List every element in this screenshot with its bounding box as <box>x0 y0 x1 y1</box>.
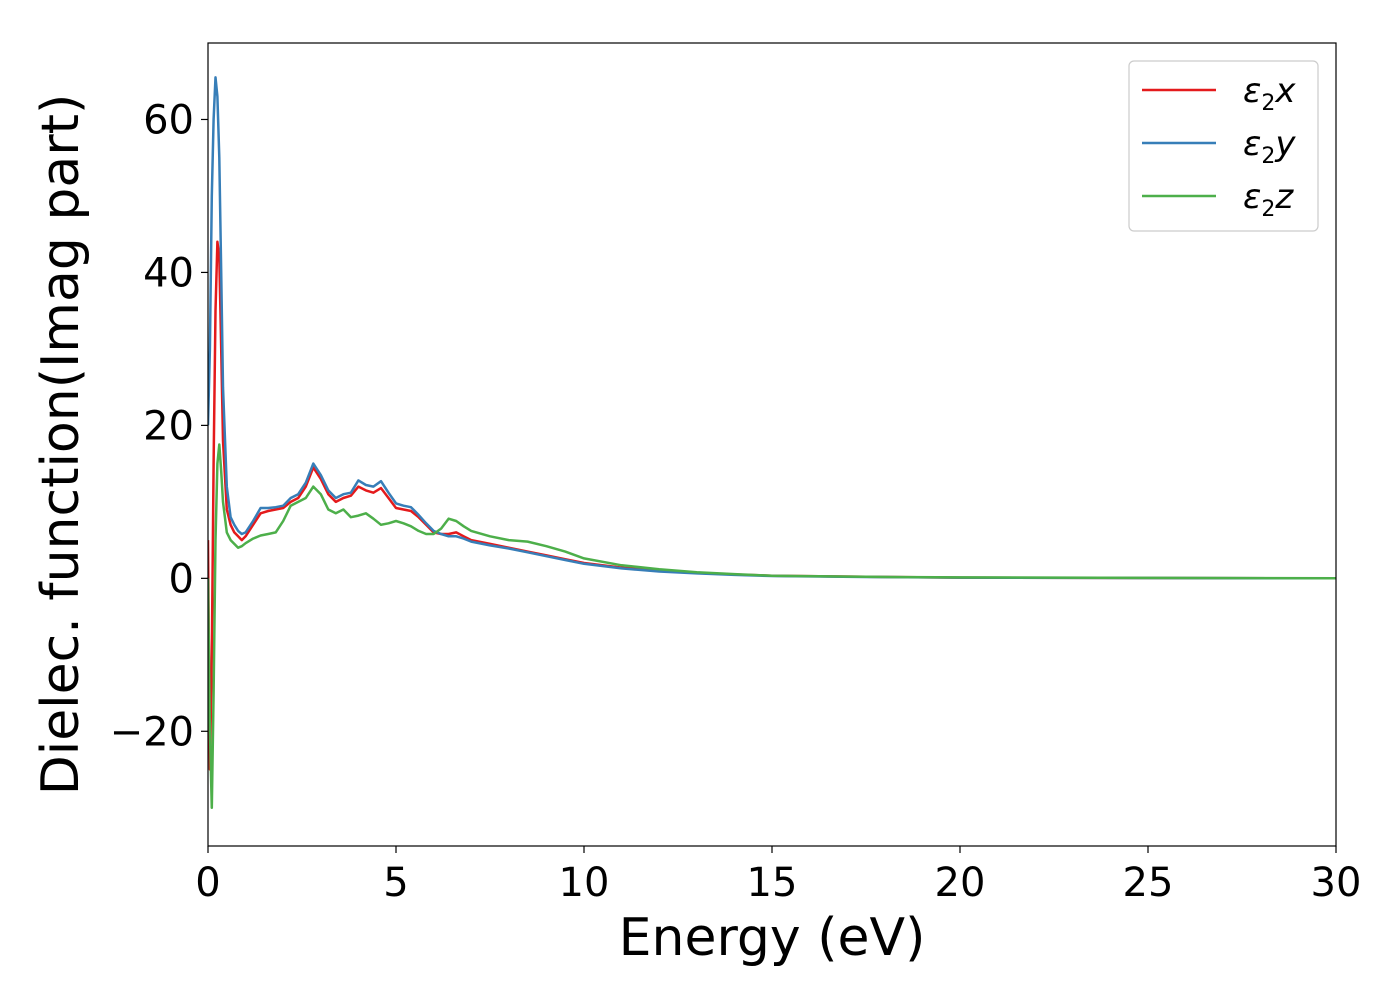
legend-label-y: ε2y <box>1243 124 1296 169</box>
y-tick-label: 40 <box>143 250 194 296</box>
y-axis: −20 0 20 40 60 <box>110 97 208 755</box>
y-tick-label: 60 <box>143 97 194 143</box>
series-line-y <box>208 76 1336 580</box>
legend-box <box>1128 60 1319 232</box>
x-tick-label: 30 <box>1311 860 1362 906</box>
y-tick-label: 20 <box>143 403 194 449</box>
plot-lines <box>208 76 1336 810</box>
legend: ε2x ε2y ε2z <box>1128 60 1319 232</box>
x-tick-label: 0 <box>195 860 220 906</box>
series-line-x <box>208 240 1336 771</box>
x-tick-label: 15 <box>747 860 798 906</box>
x-tick-label: 5 <box>383 860 408 906</box>
y-axis-title: Dielec. function(Imag part) <box>31 94 91 796</box>
y-tick-label: −20 <box>110 709 194 755</box>
legend-label-z: ε2z <box>1243 177 1294 222</box>
x-tick-label: 10 <box>559 860 610 906</box>
series-line-z <box>208 443 1336 810</box>
x-axis: 0 5 10 15 20 25 30 <box>195 846 1361 906</box>
x-tick-label: 20 <box>935 860 986 906</box>
x-axis-title: Energy (eV) <box>619 908 926 968</box>
y-tick-label: 0 <box>169 556 194 602</box>
x-tick-label: 25 <box>1123 860 1174 906</box>
legend-label-x: ε2x <box>1243 71 1296 116</box>
